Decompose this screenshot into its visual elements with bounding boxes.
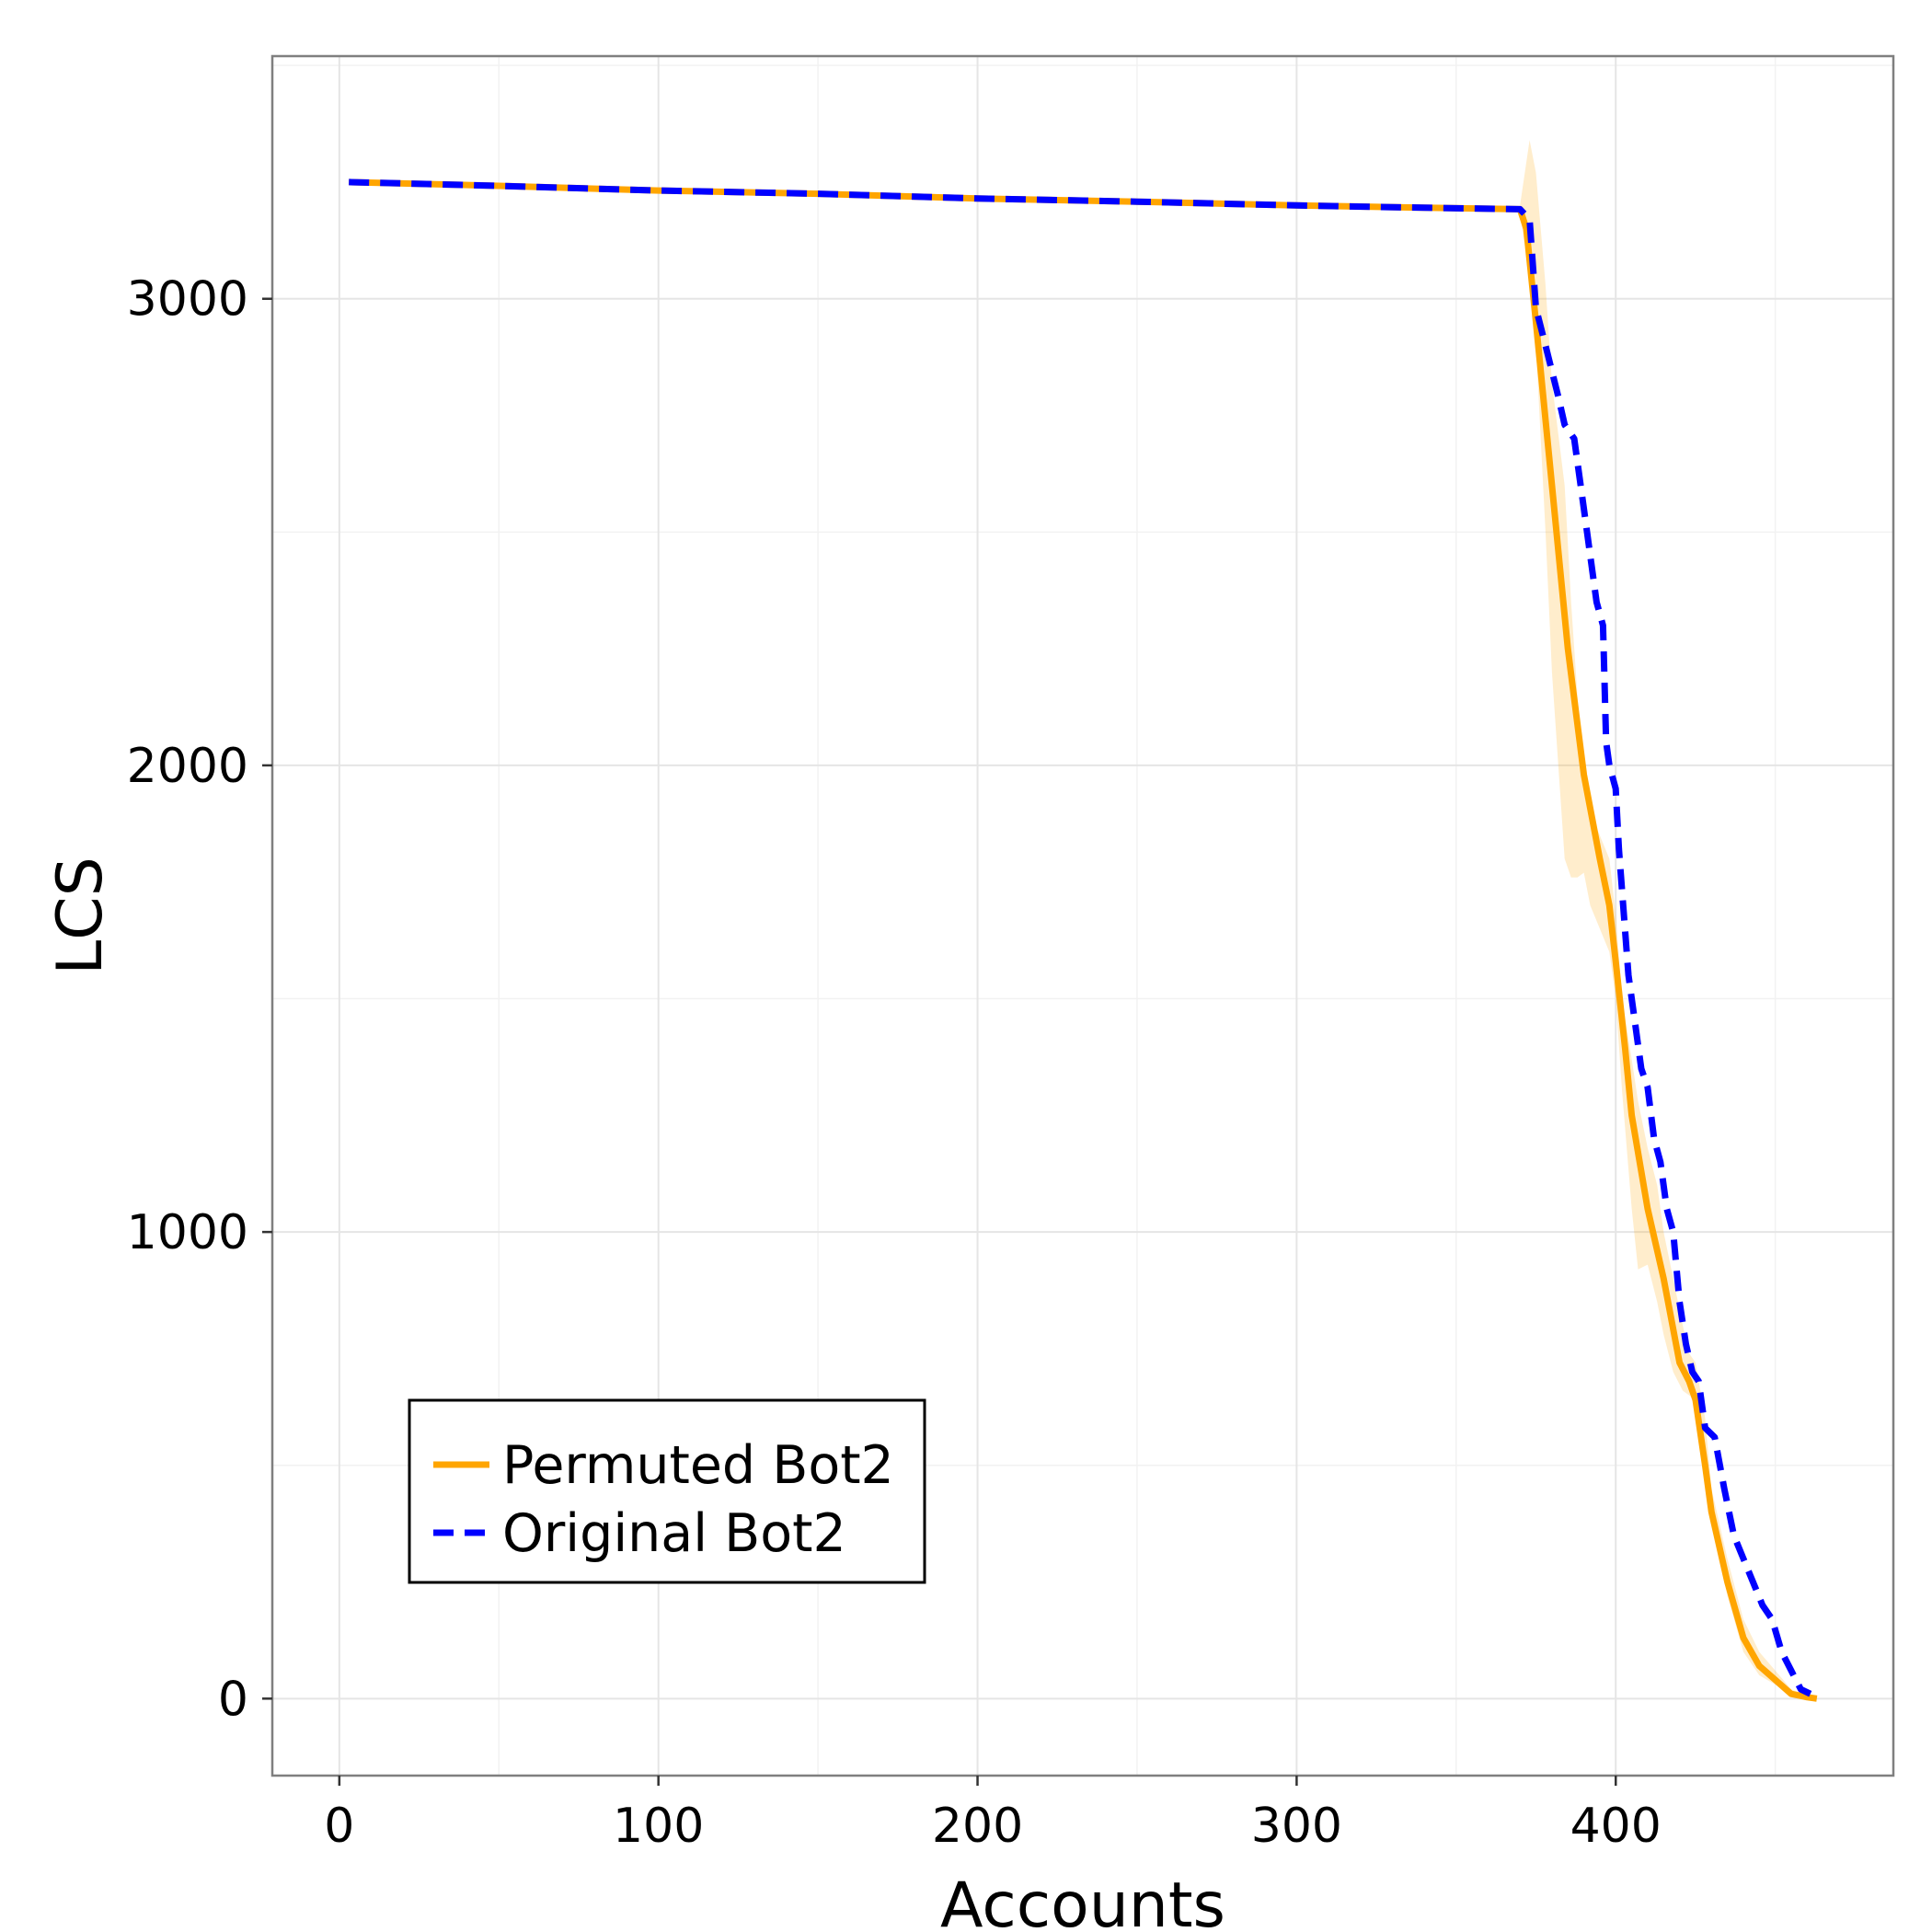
x-tick-label: 100: [613, 1799, 704, 1854]
x-tick-label: 0: [324, 1799, 354, 1854]
major-gridlines: [272, 56, 1893, 1776]
y-axis-ticks: 0 1000 2000 3000: [127, 272, 272, 1727]
legend-box: [408, 1398, 926, 1584]
legend: Permuted Bot2 Original Bot2: [408, 1398, 926, 1584]
panel-border: [270, 54, 1895, 1777]
y-tick-label: 3000: [127, 272, 248, 328]
x-tick-label: 400: [1570, 1799, 1662, 1854]
y-tick-label: 2000: [127, 739, 248, 794]
legend-label-permuted-bot2: Permuted Bot2: [502, 1435, 894, 1496]
series-layer: [349, 178, 1818, 1702]
permuted-bot2-line: [349, 178, 1818, 1702]
legend-label-original-bot2: Original Bot2: [502, 1503, 846, 1564]
original-bot2-line: [349, 178, 1812, 1697]
y-axis-title: LCS: [44, 857, 117, 975]
x-axis-ticks: 0 100 200 300 400: [324, 1776, 1662, 1854]
y-tick-label: 0: [218, 1672, 248, 1727]
y-tick-label: 1000: [127, 1205, 248, 1260]
x-tick-label: 200: [932, 1799, 1023, 1854]
x-tick-label: 300: [1251, 1799, 1342, 1854]
x-axis-title: Accounts: [940, 1869, 1225, 1932]
